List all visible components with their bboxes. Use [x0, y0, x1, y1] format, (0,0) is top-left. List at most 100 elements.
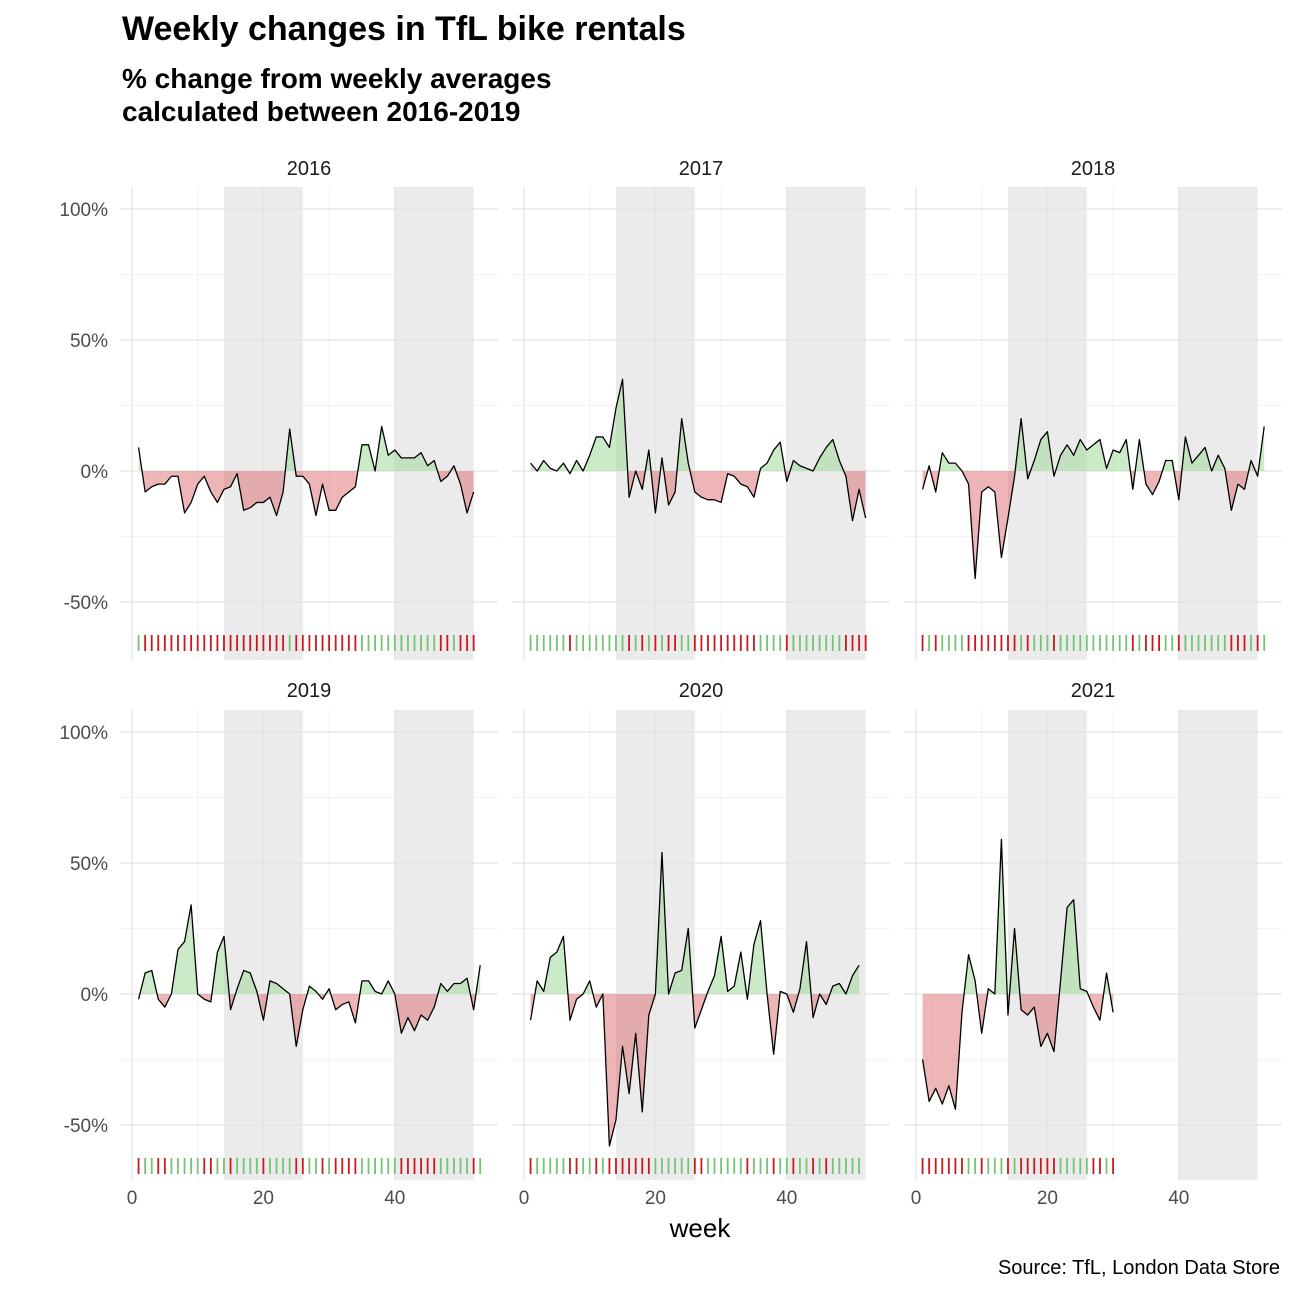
negative-area-segment	[329, 471, 336, 511]
area-group	[921, 838, 1114, 1110]
shaded-period	[1178, 187, 1258, 660]
negative-area-segment	[210, 471, 218, 503]
negative-area-segment	[342, 471, 349, 498]
negative-area-segment	[668, 471, 676, 506]
series-line	[921, 417, 1265, 580]
negative-area-segment	[701, 471, 708, 500]
negative-area-segment	[942, 994, 949, 1105]
negative-area-segment	[302, 471, 310, 485]
negative-area-segment	[322, 471, 330, 511]
positive-area-segment	[381, 426, 389, 471]
negative-area-segment	[197, 471, 205, 485]
negative-area-segment	[296, 471, 303, 477]
negative-area-segment	[223, 471, 231, 490]
facet-panel: 2020 0 20 40	[512, 680, 890, 1209]
area-group	[137, 425, 475, 517]
y-tick-label: 100%	[59, 723, 108, 744]
facet-panel: 2017	[512, 158, 890, 660]
positive-area-segment	[556, 936, 564, 994]
negative-area-segment	[948, 994, 956, 1110]
negative-area-segment	[263, 471, 270, 503]
negative-area-segment	[401, 994, 408, 1034]
positive-area-segment	[427, 460, 435, 471]
positive-area-segment	[361, 980, 369, 994]
negative-area-segment	[740, 471, 748, 487]
positive-area-segment	[714, 936, 722, 994]
x-tick-label: 20	[1037, 1188, 1058, 1209]
positive-area-segment	[1034, 439, 1041, 471]
positive-area-segment	[596, 436, 603, 471]
negative-area-segment	[929, 994, 936, 1102]
positive-area-segment	[394, 450, 402, 471]
negative-area-segment	[694, 994, 702, 1029]
positive-area-segment	[407, 457, 415, 471]
positive-area-segment	[401, 457, 408, 471]
chart-subtitle: % change from weekly averages calculated…	[122, 62, 552, 128]
negative-area-segment	[694, 471, 702, 498]
negative-area-segment	[421, 994, 428, 1021]
area-group	[921, 417, 1265, 580]
x-tick-label: 40	[776, 1188, 797, 1209]
negative-area-segment	[440, 471, 448, 482]
area-group	[529, 851, 860, 1147]
negative-area-segment	[309, 471, 316, 516]
subtitle-line-2: calculated between 2016-2019	[122, 96, 521, 127]
series-line	[921, 838, 1114, 1110]
positive-area-segment	[217, 936, 224, 994]
facet-panel: 2016 -50% 0% 50% 100%	[59, 158, 498, 660]
positive-area-segment	[826, 439, 833, 471]
negative-area-segment	[158, 994, 165, 1008]
negative-area-segment	[348, 471, 356, 492]
x-tick-label: 0	[911, 1188, 922, 1209]
x-axis-title: week	[669, 1213, 732, 1243]
positive-area-segment	[145, 970, 152, 994]
positive-area-segment	[1073, 439, 1081, 471]
facet-panel: 2021 0 20 40	[904, 680, 1282, 1209]
positive-area-segment	[852, 965, 860, 994]
negative-area-segment	[407, 994, 415, 1031]
facet-label: 2016	[287, 158, 332, 180]
facet-label: 2017	[679, 158, 724, 180]
negative-area-segment	[276, 471, 284, 516]
area-group	[137, 904, 481, 1048]
positive-area-segment	[968, 954, 976, 994]
positive-area-segment	[942, 452, 949, 471]
negative-area-segment	[191, 471, 198, 503]
positive-area-segment	[1093, 439, 1100, 471]
positive-area-segment	[361, 444, 369, 471]
negative-area-segment	[635, 994, 643, 1112]
series-line	[137, 904, 481, 1048]
positive-area-segment	[1165, 460, 1173, 471]
negative-area-segment	[335, 994, 343, 1010]
chart-title: Weekly changes in TfL bike rentals	[122, 10, 686, 48]
series-line	[529, 851, 860, 1147]
shaded-period	[786, 187, 866, 660]
y-tick-label: 100%	[59, 200, 108, 221]
negative-area-segment	[184, 471, 192, 513]
negative-area-segment	[922, 994, 930, 1102]
positive-area-segment	[609, 408, 616, 471]
negative-area-segment	[1093, 994, 1100, 1021]
positive-area-segment	[1060, 444, 1068, 471]
negative-area-segment	[747, 471, 754, 498]
positive-area-segment	[1067, 444, 1074, 471]
positive-area-segment	[681, 928, 689, 994]
positive-area-segment	[1113, 450, 1120, 471]
negative-area-segment	[1145, 471, 1153, 495]
y-tick-label: 50%	[70, 854, 108, 875]
x-tick-label: 40	[1168, 1188, 1189, 1209]
negative-area-segment	[622, 994, 630, 1094]
negative-area-segment	[609, 994, 616, 1146]
positive-area-segment	[243, 970, 251, 994]
negative-area-segment	[1040, 994, 1048, 1047]
negative-area-segment	[250, 471, 257, 508]
negative-area-segment	[414, 994, 422, 1031]
negative-area-segment	[981, 471, 989, 492]
y-tick-label: 0%	[81, 985, 109, 1006]
positive-area-segment	[269, 980, 277, 994]
positive-area-segment	[184, 904, 192, 994]
positive-area-segment	[793, 460, 800, 471]
negative-area-segment	[164, 471, 172, 485]
facet-label: 2020	[679, 680, 724, 702]
